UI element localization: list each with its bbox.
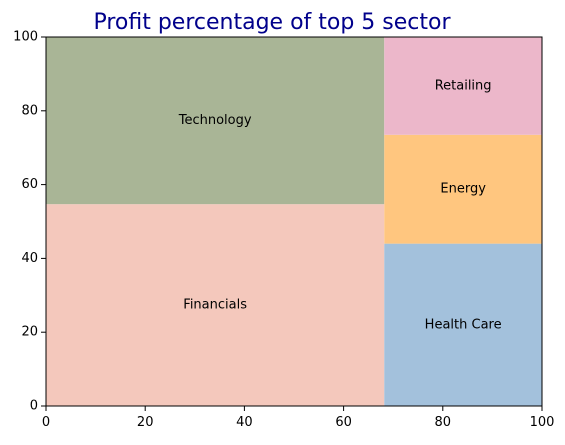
x-tick-label: 40	[236, 415, 253, 430]
y-tick-label: 0	[30, 399, 38, 414]
x-tick-label: 60	[335, 415, 352, 430]
rect-label: Energy	[440, 182, 486, 197]
chart-title: Profit percentage of top 5 sector	[93, 10, 451, 35]
y-tick-label: 100	[13, 30, 38, 45]
treemap-rect-energy	[384, 134, 542, 244]
rect-label: Retailing	[435, 78, 492, 93]
y-tick-label: 80	[21, 103, 38, 118]
treemap-rect-retailing	[384, 37, 542, 135]
treemap-rect-financials	[46, 204, 385, 406]
x-tick-label: 80	[435, 415, 452, 430]
treemap-rect-technology	[46, 37, 385, 205]
y-tick-label: 60	[21, 177, 38, 192]
plot-frame	[45, 36, 543, 407]
rect-label: Health Care	[425, 317, 502, 332]
x-tick-label: 0	[42, 415, 50, 430]
treemap-rect-health-care	[384, 243, 542, 406]
y-tick-label: 40	[21, 251, 38, 266]
axes: 0 20 40 60 80 100 0 20 40 60 80 100	[13, 30, 554, 431]
x-tick-label: 20	[137, 415, 154, 430]
rect-label: Financials	[183, 298, 247, 313]
rect-label: Technology	[178, 113, 252, 128]
plot-area: Financials Technology Health Care Energy Ret…	[46, 37, 542, 406]
x-tick-label: 100	[530, 415, 555, 430]
y-tick-label: 20	[21, 325, 38, 340]
